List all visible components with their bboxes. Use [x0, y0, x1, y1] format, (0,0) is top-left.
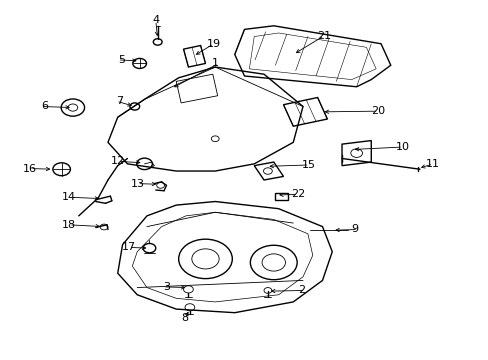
Text: 9: 9	[350, 225, 357, 234]
Text: 3: 3	[163, 282, 170, 292]
Text: 7: 7	[116, 96, 123, 106]
Text: 21: 21	[316, 31, 330, 41]
Text: 20: 20	[370, 106, 385, 116]
Text: 11: 11	[425, 159, 439, 169]
Text: 19: 19	[206, 39, 220, 49]
Text: 2: 2	[298, 285, 305, 296]
Text: 13: 13	[130, 179, 144, 189]
Text: 1: 1	[211, 58, 218, 68]
Text: 5: 5	[118, 55, 125, 65]
Text: 16: 16	[23, 163, 37, 174]
Text: 22: 22	[290, 189, 305, 199]
Text: 15: 15	[302, 160, 315, 170]
Text: 6: 6	[41, 102, 48, 112]
Text: 12: 12	[111, 156, 125, 166]
Text: 10: 10	[395, 142, 409, 152]
Text: 18: 18	[62, 220, 76, 230]
Text: 8: 8	[181, 313, 188, 323]
Text: 17: 17	[122, 242, 136, 252]
Text: 4: 4	[152, 15, 159, 26]
Text: 14: 14	[62, 192, 76, 202]
